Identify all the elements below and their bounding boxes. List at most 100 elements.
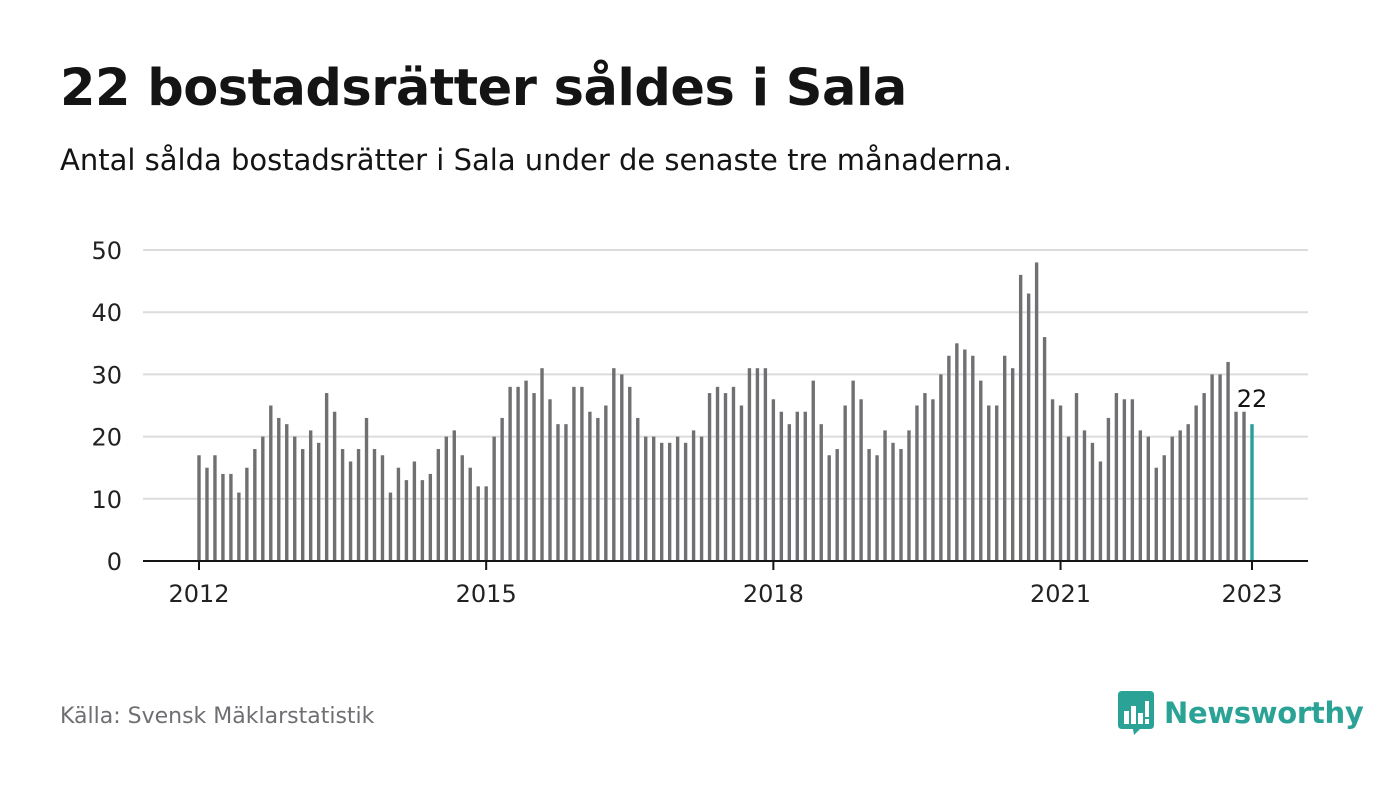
bar [907, 430, 911, 561]
brand-name: Newsworthy [1164, 696, 1364, 730]
y-tick-label: 30 [91, 361, 122, 389]
bar [484, 486, 488, 561]
bar [1122, 399, 1127, 561]
bar [1146, 436, 1150, 561]
bar [675, 436, 680, 561]
bar [1138, 430, 1143, 561]
x-tick-label: 2018 [743, 580, 804, 608]
bar [691, 430, 696, 561]
bar [1202, 393, 1206, 561]
bar [468, 467, 472, 561]
chart-title: 22 bostadsrätter såldes i Sala [60, 59, 907, 118]
bar [923, 393, 927, 561]
bar [1242, 411, 1246, 561]
bar [915, 405, 919, 561]
bar [628, 386, 632, 561]
y-tick-label: 0 [107, 548, 122, 576]
bar [348, 461, 353, 561]
bar [1226, 361, 1230, 561]
bar [213, 455, 217, 561]
bar [261, 436, 265, 561]
bar [540, 368, 544, 561]
bar [667, 442, 672, 561]
bar [388, 492, 393, 561]
bar [1178, 430, 1182, 561]
bar [971, 355, 975, 561]
bar [620, 374, 624, 561]
bar [612, 368, 616, 561]
bar [316, 442, 321, 561]
bar [659, 442, 664, 561]
x-tick-label: 2015 [456, 580, 517, 608]
bar [404, 480, 409, 561]
bar [995, 405, 999, 561]
bar [492, 436, 496, 561]
bar [819, 424, 823, 561]
bar [723, 393, 728, 561]
bar [731, 386, 736, 561]
bar [524, 380, 528, 561]
bar [1018, 274, 1023, 561]
bar [755, 368, 760, 561]
bar [452, 430, 456, 561]
bar [851, 380, 855, 561]
bar [739, 405, 744, 561]
bar [1210, 374, 1214, 561]
bar [843, 405, 847, 561]
bar [324, 393, 329, 561]
bar [1170, 436, 1174, 561]
bar [412, 461, 417, 561]
bar [285, 424, 289, 561]
bar [588, 411, 592, 561]
newsworthy-logo-icon [1118, 691, 1154, 735]
bar [1130, 399, 1135, 561]
bar [420, 480, 425, 561]
bar [795, 411, 799, 561]
bar [699, 436, 704, 561]
bar [636, 417, 640, 561]
bar [356, 449, 361, 561]
bar [1058, 405, 1063, 561]
y-tick-label: 10 [91, 486, 122, 514]
bar [1218, 374, 1222, 561]
bar [548, 399, 552, 561]
bar [332, 411, 337, 561]
bar [340, 449, 345, 561]
bar [891, 442, 895, 561]
bar [532, 393, 536, 561]
bar [707, 393, 712, 561]
bar [436, 449, 441, 561]
bar [1082, 430, 1087, 561]
bar [508, 386, 512, 561]
bar [987, 405, 991, 561]
bar [476, 486, 480, 561]
bar [811, 380, 815, 561]
bar [827, 455, 831, 561]
chart-subtitle: Antal sålda bostadsrätter i Sala under d… [60, 143, 1012, 177]
bar [939, 374, 943, 561]
bar [237, 492, 241, 561]
bar [1234, 411, 1238, 561]
bar [763, 368, 768, 561]
bar [779, 411, 784, 561]
x-tick-label: 2023 [1221, 580, 1282, 608]
brand-logo: Newsworthy [1118, 690, 1364, 736]
bar-chart: 0 10 20 30 40 50 2012 2015 2018 2021 2023 22 [91, 237, 1308, 608]
highlight-bar [1250, 424, 1254, 561]
bar [1050, 399, 1055, 561]
bar [1106, 417, 1111, 561]
bar [1114, 393, 1119, 561]
bar [859, 399, 863, 561]
bar [205, 467, 209, 561]
bar [1090, 442, 1095, 561]
bar [1194, 405, 1198, 561]
bar [460, 455, 464, 561]
bar [380, 455, 385, 561]
bar [516, 386, 520, 561]
bar [1003, 355, 1007, 561]
bar [253, 449, 257, 561]
bar [1074, 393, 1079, 561]
y-tick-label: 20 [91, 424, 122, 452]
bar [1066, 436, 1071, 561]
bar [556, 424, 560, 561]
